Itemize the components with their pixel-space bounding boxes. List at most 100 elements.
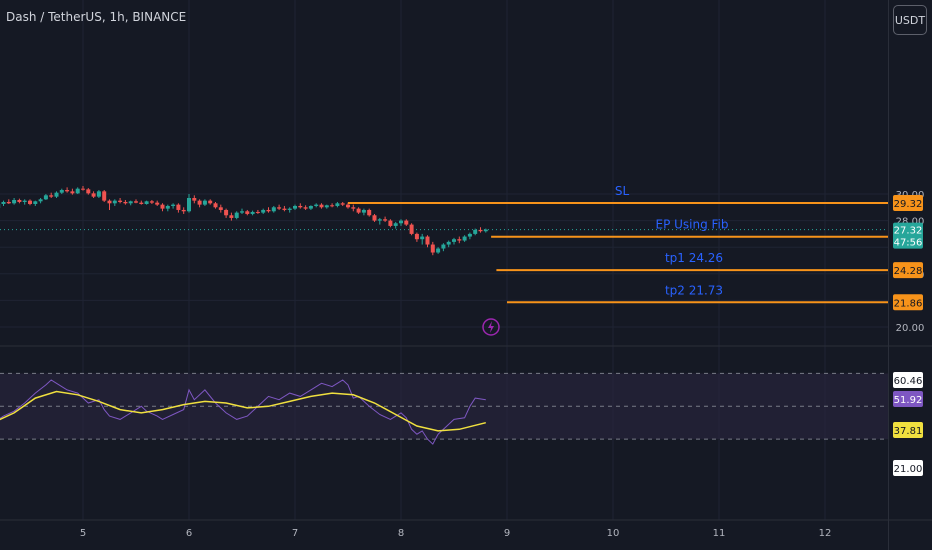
candle-body xyxy=(81,188,85,190)
candle-body xyxy=(165,205,170,209)
candle-body xyxy=(478,229,483,232)
candle-body xyxy=(351,207,356,209)
candle-body xyxy=(149,201,154,203)
countdown-label: 47:56 xyxy=(894,238,923,249)
candle-body xyxy=(303,207,308,209)
candle-body xyxy=(240,211,244,213)
time-axis-label: 12 xyxy=(819,528,832,539)
take-profit-2-annotation: tp2 21.73 xyxy=(665,283,723,297)
candle-body xyxy=(139,202,144,204)
candle-body xyxy=(144,201,149,204)
candle-body xyxy=(356,208,361,213)
candle-body xyxy=(314,204,319,206)
candle-body xyxy=(324,205,329,208)
candle-body xyxy=(197,200,202,205)
candle-body xyxy=(277,207,282,209)
time-axis-label: 10 xyxy=(607,528,620,539)
candle-body xyxy=(346,204,350,208)
candle-body xyxy=(361,209,366,213)
candle-body xyxy=(118,200,123,202)
take-profit-2-tag xyxy=(893,294,923,311)
candle-body xyxy=(134,201,138,203)
time-axis-label: 5 xyxy=(80,528,86,539)
candle-body xyxy=(1,201,6,204)
candle-body xyxy=(229,215,234,218)
candle-body xyxy=(102,191,107,201)
rsi-value-label: 51.92 xyxy=(894,395,923,406)
candle-body xyxy=(319,204,324,208)
candle-body xyxy=(6,201,11,204)
candle-body xyxy=(452,239,456,242)
rsi-ma-value-label: 37.81 xyxy=(894,426,923,437)
candle-body xyxy=(250,211,255,214)
candle-body xyxy=(388,220,393,226)
candle-body xyxy=(467,233,472,237)
candle-body xyxy=(441,244,446,249)
candle-body xyxy=(234,212,239,218)
candle-body xyxy=(28,200,32,204)
candle-body xyxy=(335,203,340,206)
candle-body xyxy=(245,211,250,214)
candle-body xyxy=(128,201,133,204)
candle-body xyxy=(483,229,488,232)
candle-body xyxy=(86,189,91,194)
candle-body xyxy=(266,209,271,212)
alert-lightning-icon[interactable] xyxy=(482,318,500,336)
stop-loss-tag xyxy=(893,195,923,212)
price-axis-label: 28.00 xyxy=(896,217,925,228)
time-axis-label: 6 xyxy=(186,528,192,539)
stop-loss-annotation: SL xyxy=(615,184,630,198)
last-price-tag xyxy=(893,222,923,249)
candle-body xyxy=(70,191,75,194)
rsi-line xyxy=(0,379,486,445)
symbol-title: Dash / TetherUS, 1h, BINANCE xyxy=(6,10,187,24)
time-axis-label: 7 xyxy=(292,528,298,539)
rsi-value-tag xyxy=(893,391,923,407)
candle-body xyxy=(372,215,377,221)
candle-body xyxy=(473,229,478,234)
candle-body xyxy=(287,208,292,210)
candle-body xyxy=(404,220,409,225)
candle-body xyxy=(298,205,303,208)
candle-body xyxy=(271,207,276,212)
candle-body xyxy=(213,203,218,208)
time-axis-label: 8 xyxy=(398,528,404,539)
candle-body xyxy=(176,204,181,210)
take-profit-2-tag-label: 21.86 xyxy=(894,298,923,309)
candle-body xyxy=(224,209,229,216)
rsi-lower-label: 21.00 xyxy=(894,464,923,475)
candle-body xyxy=(409,224,414,234)
take-profit-1-tag xyxy=(893,262,923,279)
candle-body xyxy=(91,193,96,197)
time-axis-label: 9 xyxy=(504,528,510,539)
candle-body xyxy=(38,199,43,202)
candle-body xyxy=(367,209,372,216)
candle-body xyxy=(261,209,266,213)
time-axis-label: 11 xyxy=(713,528,726,539)
candle-body xyxy=(49,195,54,197)
candle-body xyxy=(65,190,70,192)
candle-body xyxy=(33,201,38,204)
rsi-upper-label: 60.46 xyxy=(894,376,923,387)
candle-body xyxy=(425,236,430,245)
candle-body xyxy=(293,205,297,209)
candle-body xyxy=(430,244,435,253)
last-price-label: 27.32 xyxy=(894,226,923,237)
candle-body xyxy=(22,200,27,202)
rsi-upper-tag xyxy=(893,372,923,388)
take-profit-1-tag-label: 24.28 xyxy=(894,266,923,277)
rsi-lower-tag xyxy=(893,460,923,476)
currency-button[interactable]: USDT xyxy=(893,5,927,35)
candle-body xyxy=(123,201,128,204)
candle-body xyxy=(436,248,441,253)
candle-body xyxy=(155,202,160,205)
candle-body xyxy=(218,207,223,210)
candle-body xyxy=(330,205,335,207)
candle-body xyxy=(43,195,48,200)
price-axis-label: 20.00 xyxy=(896,323,925,334)
candle-body xyxy=(187,197,191,212)
take-profit-1-annotation: tp1 24.26 xyxy=(665,251,723,265)
candle-body xyxy=(457,239,462,241)
